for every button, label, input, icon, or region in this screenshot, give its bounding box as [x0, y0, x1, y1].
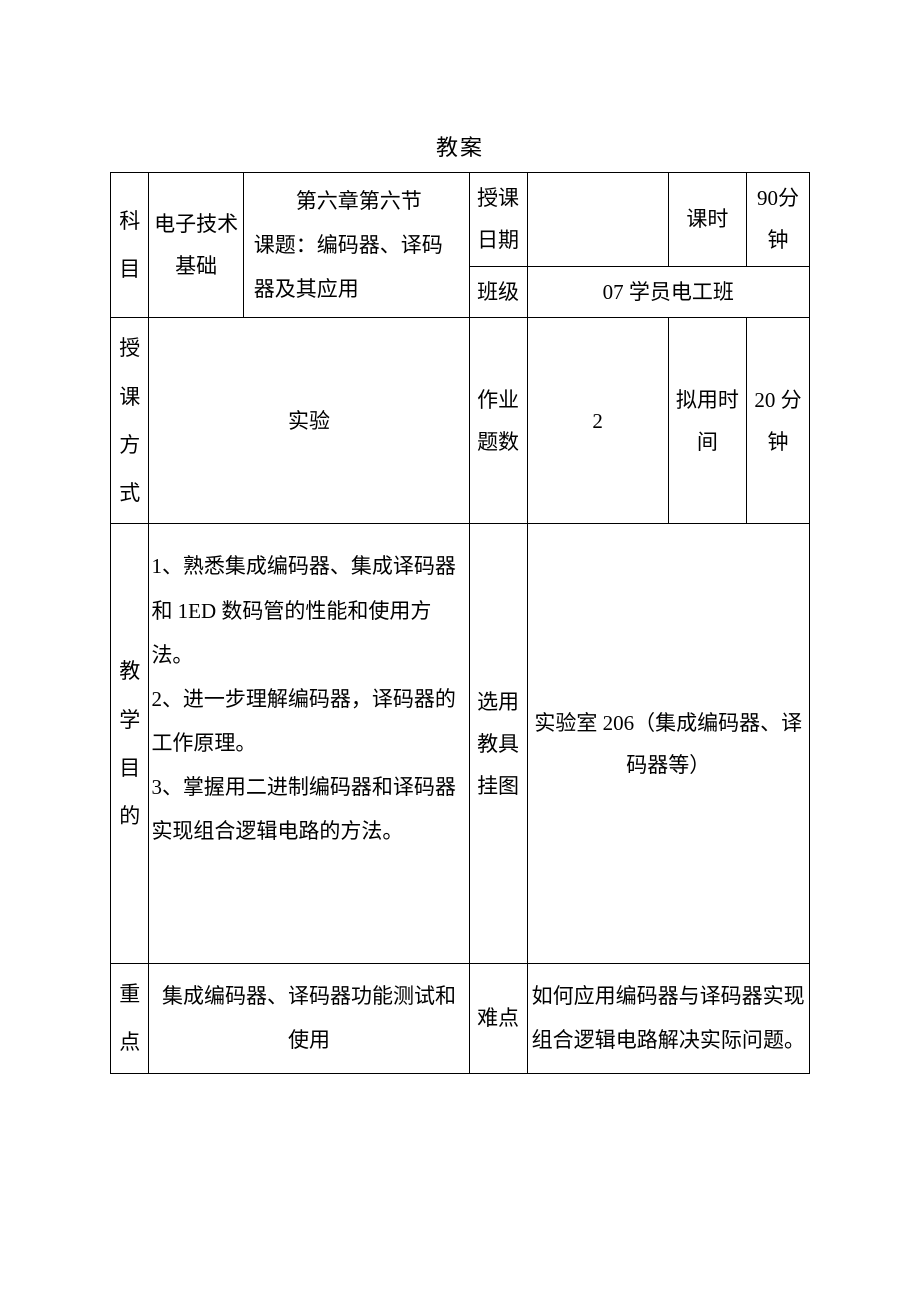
keypoint-label: 重点 [111, 964, 149, 1074]
topic-line1: 第六章第六节 [254, 189, 422, 213]
topic-line2: 课题：编码器、译码器及其应用 [254, 233, 443, 301]
topic-cell: 第六章第六节 课题：编码器、译码器及其应用 [243, 173, 469, 318]
hw-value: 2 [527, 318, 668, 524]
hw-label: 作业题数 [469, 318, 527, 524]
period-label: 课时 [668, 173, 746, 267]
difficulty-label: 难点 [469, 964, 527, 1074]
subject-value: 电子技术基础 [149, 173, 243, 318]
date-label: 授课日期 [469, 173, 527, 267]
tool-value: 实验室 206（集成编码器、译码器等） [527, 524, 809, 964]
time-value: 20 分钟 [747, 318, 810, 524]
method-value: 实验 [149, 318, 469, 524]
tool-label: 选用教具挂图 [469, 524, 527, 964]
class-label: 班级 [469, 266, 527, 317]
difficulty-value: 如何应用编码器与译码器实现组合逻辑电路解决实际问题。 [527, 964, 809, 1074]
time-label: 拟用时间 [668, 318, 746, 524]
subject-label: 科目 [111, 173, 149, 318]
class-value: 07 学员电工班 [527, 266, 809, 317]
page-title: 教案 [110, 130, 810, 162]
method-label: 授课方式 [111, 318, 149, 524]
objectives-label: 教学目的 [111, 524, 149, 964]
keypoint-value: 集成编码器、译码器功能测试和使用 [149, 964, 469, 1074]
date-value [527, 173, 668, 267]
objectives-value: 1、熟悉集成编码器、集成译码器和 1ED 数码管的性能和使用方法。2、进一步理解… [149, 524, 469, 964]
period-value: 90分钟 [747, 173, 810, 267]
lesson-plan-table: 科目 电子技术基础 第六章第六节 课题：编码器、译码器及其应用 授课日期 课时 … [110, 172, 810, 1074]
